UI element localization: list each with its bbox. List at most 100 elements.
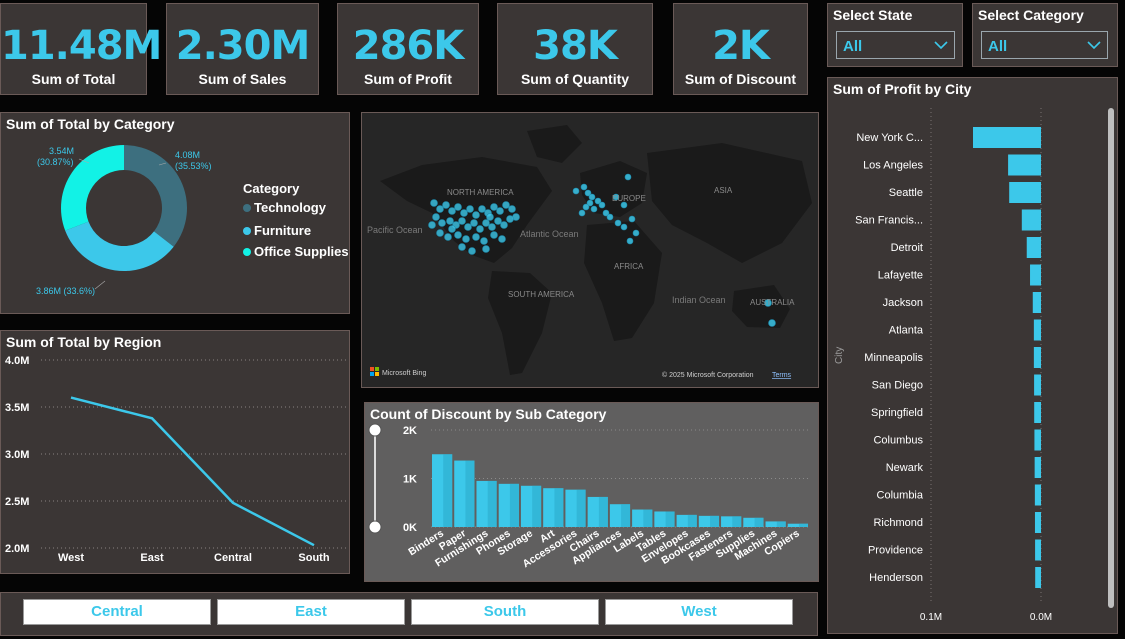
bar-bookcases (698, 515, 720, 527)
donut-slice-technology (124, 145, 187, 247)
legend-dot (243, 226, 251, 235)
bar-city (1033, 347, 1041, 368)
state-slicer: Select State All (827, 3, 963, 67)
kpi-label: Sum of Profit (364, 71, 452, 87)
donut-data-label: (35.53%) (175, 161, 212, 171)
dropdown-value: All (843, 38, 863, 55)
bar-city (1034, 512, 1041, 533)
bar-city (1034, 429, 1041, 451)
y-tick-label: 2.0M (5, 543, 29, 555)
map-label-north-america: NORTH AMERICA (447, 188, 514, 197)
kpi-card-profit: 286K Sum of Profit (337, 3, 479, 95)
microsoft-logo-icon (370, 367, 379, 376)
region-chip-central[interactable]: Central (23, 599, 211, 625)
map-label-indian: Indian Ocean (672, 295, 726, 305)
region-line-panel: Sum of Total by Region 4.0M 3.5M 3.0M 2.5M 2… (0, 330, 350, 574)
map-points-world (572, 173, 776, 327)
donut-slice-furniture (65, 221, 174, 271)
bar-shade (465, 460, 475, 527)
bar-city (973, 127, 1041, 148)
bar-shade (443, 454, 453, 527)
bar-city (1034, 402, 1041, 423)
x-tick-label: 0.1M (920, 612, 942, 623)
kpi-value: 2K (712, 23, 770, 69)
legend-item-furniture[interactable]: Furniture (243, 223, 311, 238)
chevron-down-icon (934, 41, 948, 50)
bar-city (1009, 182, 1041, 203)
region-chip-east[interactable]: East (217, 599, 405, 625)
world-map[interactable]: NORTH AMERICA EUROPE ASIA AFRICA SOUTH A… (362, 113, 818, 387)
y-tick-label: New York C... (856, 132, 923, 144)
y-tick-label: Los Angeles (863, 160, 923, 172)
kpi-value: 11.48M (1, 23, 162, 69)
donut-data-label: (30.87%) (37, 157, 74, 167)
map-label-atlantic: Atlantic Ocean (520, 229, 579, 239)
bar-shade (798, 523, 808, 527)
y-tick-label: Columbia (877, 490, 924, 502)
kpi-card-total: 11.48M Sum of Total (0, 3, 162, 95)
kpi-card-quantity: 38K Sum of Quantity (497, 3, 653, 95)
bar-city (1034, 484, 1041, 506)
bar-shade (776, 521, 786, 527)
category-dropdown[interactable]: All (981, 31, 1108, 59)
scrollbar-thumb[interactable] (1108, 108, 1114, 608)
map-label-asia: ASIA (714, 186, 733, 195)
bar-machines (765, 521, 786, 527)
subcat-bar-chart: 2K1K0KBindersPaperFurnishingsPhonesStora… (368, 423, 809, 570)
bar-shade (576, 489, 586, 527)
bar-city (1035, 539, 1041, 561)
map-label-africa: AFRICA (614, 262, 644, 271)
south-america-shape (488, 271, 552, 375)
panel-title: Sum of Profit by City (833, 81, 972, 97)
bar-city (1021, 209, 1041, 231)
y-tick-label: Minneapolis (864, 352, 923, 364)
region-chip-west[interactable]: West (605, 599, 793, 625)
donut-data-label: 3.86M (33.6%) (36, 286, 95, 296)
bar-copiers (787, 523, 808, 527)
bar-shade (509, 483, 519, 527)
y-tick-label: Detroit (891, 242, 923, 254)
state-dropdown[interactable]: All (836, 31, 955, 59)
chevron-down-icon (1087, 41, 1101, 50)
slicer-title: Select Category (978, 7, 1084, 23)
map-terms-link[interactable]: Terms (772, 372, 792, 379)
map-label-south-america: SOUTH AMERICA (508, 290, 575, 299)
kpi-value: 286K (352, 23, 465, 69)
donut-leader-line (94, 280, 106, 290)
bar-city (1030, 264, 1041, 286)
bar-shade (598, 496, 608, 527)
city-bar-panel: Sum of Profit by City New York C... Los A… (827, 77, 1118, 634)
y-tick-label: Newark (886, 462, 924, 474)
bar-shade (687, 514, 697, 527)
region-line-chart: 4.0M 3.5M 3.0M 2.5M 2.0M West East Central South (5, 355, 346, 564)
scrollbar[interactable] (1107, 108, 1115, 608)
y-tick-label: 3.0M (5, 449, 29, 461)
donut-slice-office-supplies (60, 145, 124, 231)
donut-data-label: 3.54M (49, 146, 74, 156)
kpi-card-discount: 2K Sum of Discount (673, 3, 808, 95)
legend-item-technology[interactable]: Technology (243, 200, 326, 215)
y-tick-label: Atlanta (889, 325, 924, 337)
y-tick-label: 0K (403, 522, 417, 534)
dropdown-value: All (988, 38, 1008, 55)
kpi-card-sales: 2.30M Sum of Sales (166, 3, 319, 95)
legend-item-office-supplies[interactable]: Office Supplies (243, 244, 349, 259)
city-bar-chart: New York C... Los Angeles Seattle San Franc… (834, 108, 1052, 623)
bar-shade (532, 485, 542, 527)
bar-city (1026, 237, 1041, 258)
bar-shade (554, 488, 564, 527)
bar-shade (487, 480, 497, 527)
subcat-bar-panel: Count of Discount by Sub Category 2K 1K 0K… (364, 402, 819, 582)
region-slicer-bar: Central East South West (0, 592, 818, 636)
y-tick-label: 4.0M (5, 355, 29, 367)
x-tick-label: 0.0M (1030, 612, 1052, 623)
category-slicer: Select Category All (972, 3, 1118, 67)
x-tick-label: South (298, 552, 329, 564)
kpi-label: Sum of Quantity (520, 71, 630, 87)
y-tick-label: 3.5M (5, 402, 29, 414)
legend-dot (243, 247, 251, 256)
africa-shape (584, 221, 662, 341)
bar-city (1008, 154, 1041, 176)
region-chip-south[interactable]: South (411, 599, 599, 625)
map-label-europe: EUROPE (612, 194, 646, 203)
